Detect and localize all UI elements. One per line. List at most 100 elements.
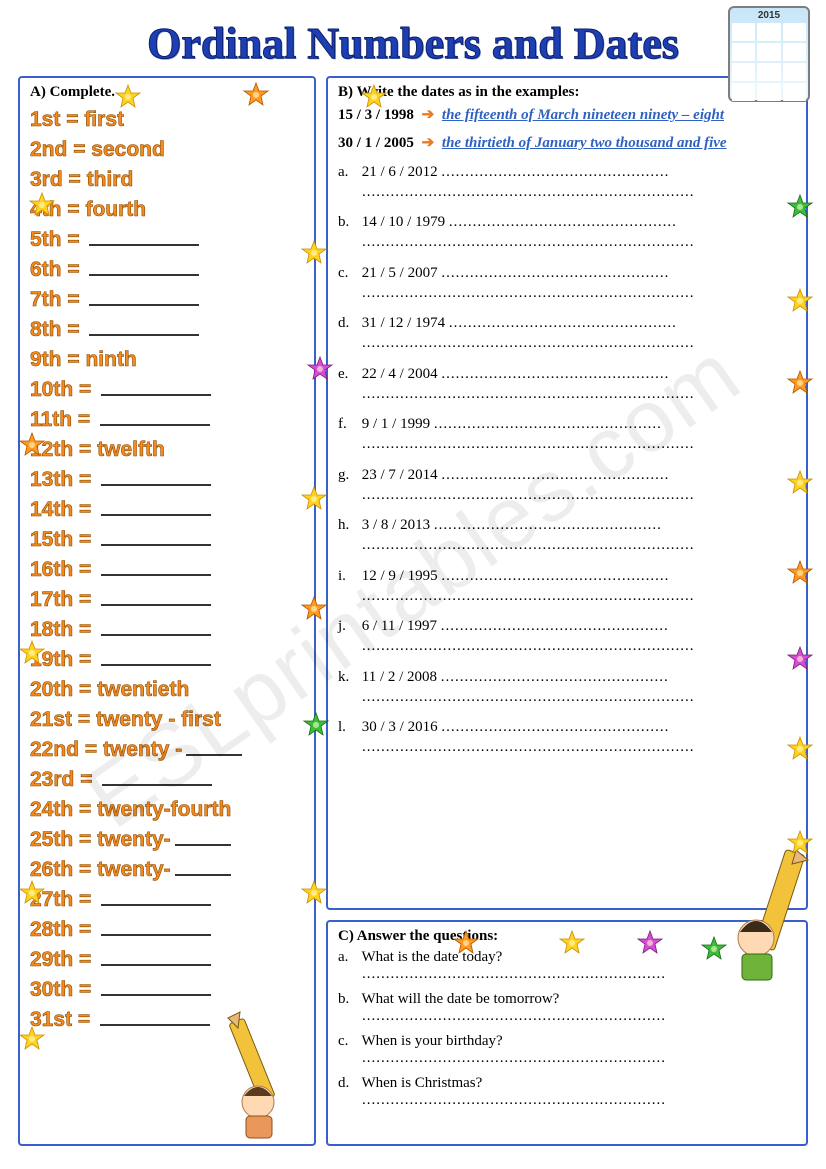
fill-blank[interactable]: [101, 891, 211, 907]
date-item: h. 3 / 8 / 2013 ........................…: [338, 515, 796, 556]
answer-line[interactable]: ........................................…: [441, 467, 669, 483]
fill-blank[interactable]: [175, 861, 231, 877]
fill-blank[interactable]: [101, 560, 211, 576]
ordinal-row: 8th =: [30, 315, 304, 345]
answer-line[interactable]: ........................................…: [362, 1092, 666, 1108]
date-item: e. 22 / 4 / 2004 .......................…: [338, 364, 796, 405]
ordinal-row: 14th =: [30, 495, 304, 525]
ordinal-list: 1st = first2nd = second3rd = third4th = …: [30, 105, 304, 1035]
ordinal-row: 30th =: [30, 975, 304, 1005]
fill-blank[interactable]: [101, 651, 211, 667]
answer-line[interactable]: ........................................…: [441, 366, 669, 382]
answer-line[interactable]: ........................................…: [362, 335, 695, 351]
date-item: a. 21 / 6 / 2012 .......................…: [338, 162, 796, 203]
answer-line[interactable]: ........................................…: [362, 1050, 666, 1066]
fill-blank[interactable]: [101, 981, 211, 997]
fill-blank[interactable]: [89, 230, 199, 246]
ordinal-row: 17th =: [30, 585, 304, 615]
ordinal-row: 27th =: [30, 885, 304, 915]
answer-line[interactable]: ........................................…: [362, 537, 695, 553]
fill-blank[interactable]: [101, 530, 211, 546]
question-item: d. When is Christmas?...................…: [338, 1075, 796, 1109]
date-item: j. 6 / 11 / 1997 .......................…: [338, 616, 796, 657]
arrow-icon: ➔: [418, 107, 439, 123]
ordinal-row: 2nd = second: [30, 135, 304, 165]
ordinal-row: 13th =: [30, 465, 304, 495]
answer-line[interactable]: ........................................…: [362, 386, 695, 402]
ordinal-row: 6th =: [30, 255, 304, 285]
ordinal-row: 9th = ninth: [30, 345, 304, 375]
fill-blank[interactable]: [100, 1011, 210, 1027]
answer-line[interactable]: ........................................…: [362, 638, 695, 654]
fill-blank[interactable]: [102, 771, 212, 787]
fill-blank[interactable]: [101, 591, 211, 607]
section-a-panel: A) Complete. 1st = first2nd = second3rd …: [18, 76, 316, 1146]
question-item: b. What will the date be tomorrow?......…: [338, 991, 796, 1025]
fill-blank[interactable]: [101, 380, 211, 396]
answer-line[interactable]: ........................................…: [362, 234, 695, 250]
fill-blank[interactable]: [101, 470, 211, 486]
example-2-date: 30 / 1 / 2005: [338, 135, 414, 151]
example-1-date: 15 / 3 / 1998: [338, 107, 414, 123]
ordinal-row: 25th = twenty-: [30, 825, 304, 855]
calendar-year: 2015: [730, 8, 808, 21]
answer-line[interactable]: ........................................…: [441, 719, 669, 735]
page-title: Ordinal Numbers and Dates: [147, 18, 679, 69]
fill-blank[interactable]: [101, 500, 211, 516]
ordinal-row: 1st = first: [30, 105, 304, 135]
answer-line[interactable]: ........................................…: [434, 416, 662, 432]
ordinal-row: 7th =: [30, 285, 304, 315]
answer-line[interactable]: ........................................…: [362, 1008, 666, 1024]
question-item: c. When is your birthday?...............…: [338, 1033, 796, 1067]
ordinal-row: 15th =: [30, 525, 304, 555]
fill-blank[interactable]: [186, 741, 242, 757]
ordinal-row: 21st = twenty - first: [30, 705, 304, 735]
answer-line[interactable]: ........................................…: [441, 618, 669, 634]
fill-blank[interactable]: [101, 921, 211, 937]
answer-line[interactable]: ........................................…: [362, 487, 695, 503]
ordinal-row: 4th = fourth: [30, 195, 304, 225]
example-2-written: the thirtieth of January two thousand an…: [442, 135, 727, 151]
fill-blank[interactable]: [101, 951, 211, 967]
fill-blank[interactable]: [101, 621, 211, 637]
answer-line[interactable]: ........................................…: [441, 265, 669, 281]
answer-line[interactable]: ........................................…: [449, 214, 677, 230]
date-item: i. 12 / 9 / 1995 .......................…: [338, 566, 796, 607]
calendar-thumbnail: 2015: [728, 6, 810, 102]
fill-blank[interactable]: [175, 831, 231, 847]
answer-line[interactable]: ........................................…: [441, 164, 669, 180]
fill-blank[interactable]: [89, 320, 199, 336]
ordinal-row: 23rd =: [30, 765, 304, 795]
date-item: d. 31 / 12 / 1974 ......................…: [338, 313, 796, 354]
ordinal-row: 19th =: [30, 645, 304, 675]
date-item: k. 11 / 2 / 2008 .......................…: [338, 667, 796, 708]
fill-blank[interactable]: [89, 260, 199, 276]
ordinal-row: 22nd = twenty -: [30, 735, 304, 765]
ordinal-row: 3rd = third: [30, 165, 304, 195]
answer-line[interactable]: ........................................…: [362, 588, 695, 604]
ordinal-row: 12th = twelfth: [30, 435, 304, 465]
answer-line[interactable]: ........................................…: [449, 315, 677, 331]
section-b-panel: B) Write the dates as in the examples: 1…: [326, 76, 808, 910]
ordinal-row: 26th = twenty-: [30, 855, 304, 885]
ordinal-row: 29th =: [30, 945, 304, 975]
answer-line[interactable]: ........................................…: [362, 184, 695, 200]
answer-line[interactable]: ........................................…: [362, 285, 695, 301]
answer-line[interactable]: ........................................…: [362, 739, 695, 755]
fill-blank[interactable]: [100, 410, 210, 426]
date-item: c. 21 / 5 / 2007 .......................…: [338, 263, 796, 304]
answer-line[interactable]: ........................................…: [434, 517, 662, 533]
section-a-heading: A) Complete.: [30, 84, 304, 101]
fill-blank[interactable]: [89, 290, 199, 306]
answer-line[interactable]: ........................................…: [362, 436, 695, 452]
ordinal-row: 11th =: [30, 405, 304, 435]
ordinal-row: 18th =: [30, 615, 304, 645]
ordinal-row: 28th =: [30, 915, 304, 945]
answer-line[interactable]: ........................................…: [362, 966, 666, 982]
answer-line[interactable]: ........................................…: [441, 568, 669, 584]
answer-line[interactable]: ........................................…: [441, 669, 669, 685]
dates-list: a. 21 / 6 / 2012 .......................…: [338, 162, 796, 758]
date-item: b. 14 / 10 / 1979 ......................…: [338, 212, 796, 253]
ordinal-row: 10th =: [30, 375, 304, 405]
answer-line[interactable]: ........................................…: [362, 689, 695, 705]
